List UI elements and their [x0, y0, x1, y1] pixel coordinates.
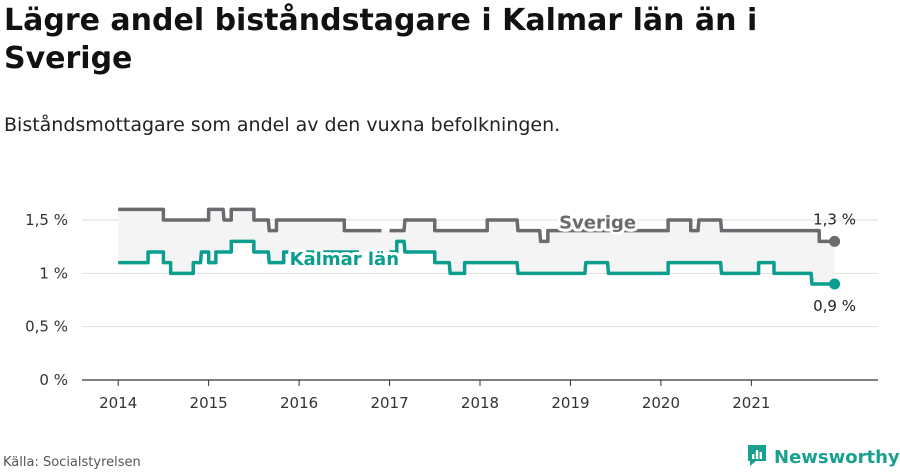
y-tick-label: 1,5 %: [25, 211, 68, 229]
end-point-sverige: [829, 235, 841, 247]
chart-title: Lägre andel biståndstagare i Kalmar län …: [4, 3, 758, 76]
end-value-label-kalmar: 0,9 %: [813, 297, 856, 315]
x-tick-label: 2018: [461, 394, 499, 412]
x-tick-label: 2020: [642, 394, 680, 412]
newsworthy-logo-icon: [746, 443, 768, 471]
brand-name: Newsworthy: [774, 446, 900, 468]
x-tick-label: 2015: [190, 394, 228, 412]
chart-subtitle: Biståndsmottagare som andel av den vuxna…: [4, 114, 561, 136]
series-line-kalmar: [118, 239, 836, 286]
y-tick-label: 0 %: [39, 371, 68, 389]
y-tick-label: 1 %: [39, 264, 68, 282]
series-line-sverige: [118, 207, 836, 244]
series-label-sverige: Sverige: [559, 213, 636, 234]
line-chart: 0 % 0,5 % 1 % 1,5 % 2014 2015 2016 2017 2018 2019…: [25, 207, 878, 412]
y-tick-label: 0,5 %: [25, 318, 68, 336]
x-tick-label: 2021: [732, 394, 770, 412]
end-value-label-sverige: 1,3 %: [813, 210, 856, 228]
difference-band: [118, 209, 835, 284]
x-tick-label: 2017: [370, 394, 408, 412]
x-tick-label: 2019: [551, 394, 589, 412]
x-tick-label: 2014: [99, 394, 137, 412]
brand-logo[interactable]: Newsworthy: [746, 444, 900, 470]
x-tick-label: 2016: [280, 394, 318, 412]
source-note: Källa: Socialstyrelsen: [3, 455, 141, 470]
end-point-kalmar: [829, 278, 841, 290]
series-label-kalmar: Kalmar län: [290, 249, 399, 270]
